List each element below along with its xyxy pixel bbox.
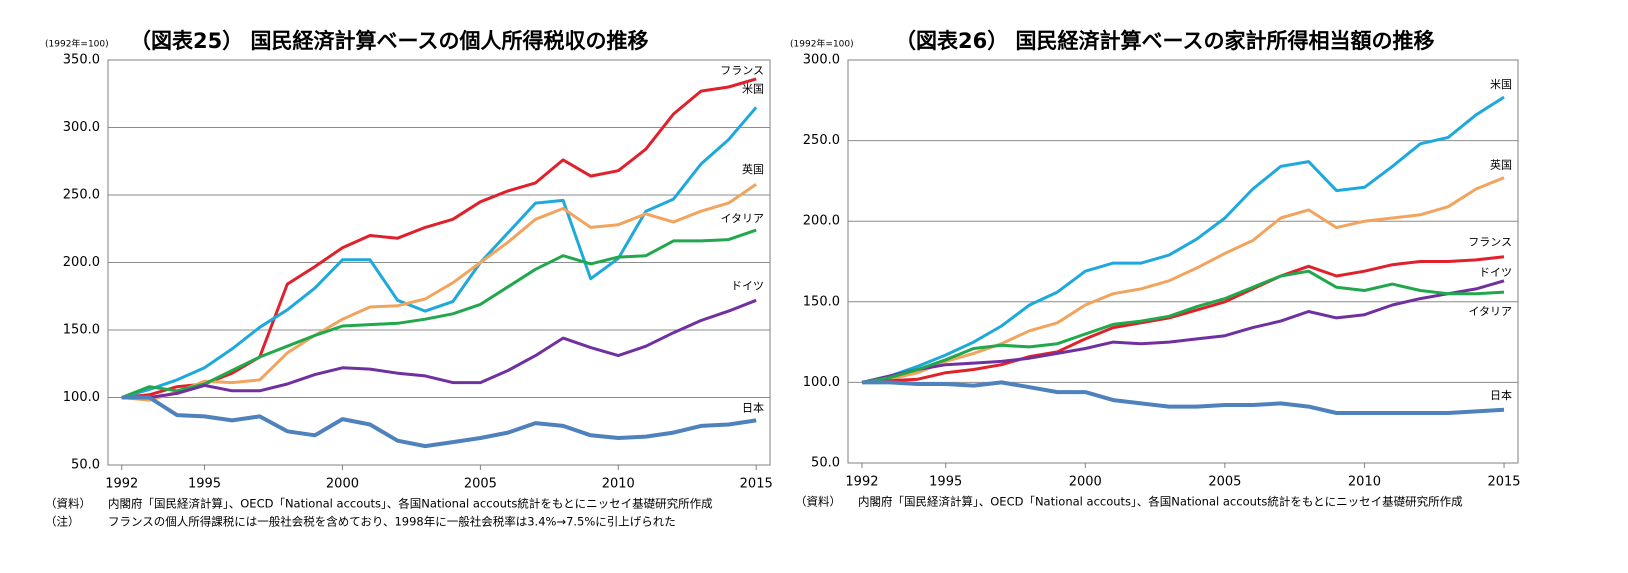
series-line [121, 106, 758, 399]
y-tick-label: 100.0 [63, 390, 100, 405]
series-label: イタリア [1468, 305, 1512, 318]
y-tick-label: 200.0 [803, 214, 840, 229]
note-label: （注） [45, 515, 80, 529]
series-line [862, 380, 1505, 415]
x-tick-label: 2015 [1487, 475, 1520, 490]
source-text: 内閣府「国民経済計算」、OECD「National accouts」、各国Nat… [858, 495, 1463, 509]
y-tick-label: 300.0 [803, 53, 840, 68]
series-line [861, 269, 1505, 384]
chart-title: （図表26） 国民経済計算ベースの家計所得相当額の推移 [895, 29, 1434, 53]
plot-frame [847, 59, 1519, 464]
series-label: 日本 [1490, 388, 1512, 402]
plot-frame [107, 59, 771, 466]
unit-label: (1992年=100) [45, 38, 109, 50]
y-tick-label: 350.0 [63, 53, 100, 68]
series-line [861, 279, 1505, 384]
series-line [861, 176, 1505, 384]
series-line [861, 95, 1505, 384]
source-text: 内閣府「国民経済計算」、OECD「National accouts」、各国Nat… [108, 497, 713, 511]
series-label: イタリア [720, 212, 764, 225]
y-tick-label: 150.0 [803, 294, 840, 309]
y-tick-label: 300.0 [63, 120, 100, 135]
y-tick-label: 50.0 [71, 458, 100, 473]
y-tick-label: 250.0 [803, 133, 840, 148]
series-line [121, 228, 757, 399]
source-label: （資料） [45, 497, 91, 511]
series-label: 日本 [742, 400, 764, 414]
x-tick-label: 2000 [1069, 475, 1102, 490]
series-line [121, 395, 757, 449]
x-tick-label: 1992 [105, 477, 138, 492]
series-label: ドイツ [731, 279, 764, 292]
x-tick-label: 2000 [326, 477, 359, 492]
series-label: 米国 [1490, 78, 1512, 91]
y-tick-label: 250.0 [63, 188, 100, 203]
x-tick-label: 2005 [1208, 475, 1241, 490]
series-label: 英国 [742, 162, 764, 176]
x-tick-label: 2010 [1348, 475, 1381, 490]
source-label: （資料） [795, 495, 841, 509]
x-tick-label: 1992 [845, 475, 878, 490]
series-label: フランス [720, 64, 764, 77]
x-tick-label: 1995 [929, 475, 962, 490]
series-line [121, 77, 757, 399]
series-line [861, 255, 1505, 384]
series-label: フランス [1468, 236, 1512, 249]
series-line [121, 298, 757, 399]
series-label: ドイツ [1479, 266, 1512, 279]
y-tick-label: 150.0 [63, 323, 100, 338]
x-tick-label: 1995 [188, 477, 221, 492]
x-tick-label: 2005 [464, 477, 497, 492]
y-tick-label: 200.0 [63, 255, 100, 270]
series-label: 英国 [1490, 158, 1512, 172]
chart-title: （図表25） 国民経済計算ベースの個人所得税収の推移 [130, 29, 648, 53]
series-label: 米国 [742, 82, 764, 95]
y-tick-label: 100.0 [803, 375, 840, 390]
x-tick-label: 2015 [740, 477, 773, 492]
unit-label: (1992年=100) [790, 38, 854, 50]
series-line [121, 182, 758, 402]
note-text: フランスの個人所得課税には一般社会税を含めており、1998年に一般社会税率は3.… [108, 515, 676, 529]
y-tick-label: 50.0 [811, 456, 840, 471]
x-tick-label: 2010 [602, 477, 635, 492]
